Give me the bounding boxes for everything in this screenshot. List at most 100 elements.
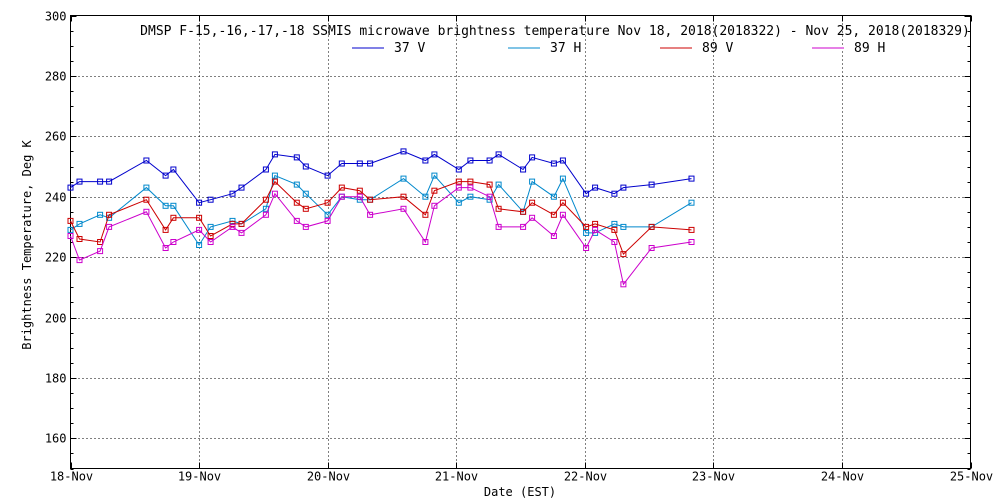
- data-point: [422, 211, 429, 218]
- data-point: [76, 236, 83, 242]
- data-point: [207, 233, 214, 239]
- data-point: [367, 160, 374, 167]
- data-point: [67, 233, 74, 239]
- data-point: [76, 257, 83, 264]
- data-point: [529, 178, 536, 185]
- legend-item: 89 V: [660, 41, 733, 56]
- data-point: [455, 199, 462, 206]
- x-tick-label: 20-Nov: [307, 470, 350, 484]
- data-point: [262, 196, 269, 203]
- data-point: [76, 178, 83, 185]
- data-point: [400, 193, 407, 200]
- data-point: [688, 199, 695, 206]
- data-point: [262, 211, 269, 218]
- data-point: [688, 239, 695, 245]
- data-point: [495, 205, 502, 212]
- data-point: [611, 190, 618, 197]
- data-point: [422, 157, 429, 164]
- y-axis-title: Brightness Temperature, Deg K: [20, 139, 34, 349]
- data-point: [238, 184, 245, 191]
- data-point: [559, 211, 566, 218]
- data-point: [106, 211, 113, 218]
- data-point: [431, 187, 438, 194]
- data-point: [688, 226, 695, 233]
- data-point: [620, 251, 627, 258]
- series-37-h: [67, 172, 695, 248]
- x-tick-label: 25-Nov: [950, 470, 993, 484]
- data-point: [431, 202, 438, 209]
- data-series: [67, 148, 695, 288]
- data-point: [495, 151, 502, 158]
- data-point: [455, 184, 462, 191]
- data-point: [495, 223, 502, 230]
- data-point: [196, 226, 203, 233]
- data-point: [302, 190, 309, 197]
- data-point: [196, 242, 203, 248]
- data-point: [338, 184, 345, 191]
- data-point: [338, 160, 345, 167]
- data-point: [324, 172, 331, 179]
- data-point: [170, 214, 177, 221]
- series-37-v: [67, 148, 695, 206]
- y-tick-label: 280: [45, 70, 67, 84]
- data-point: [559, 175, 566, 182]
- series-line: [70, 174, 692, 246]
- y-tick-label: 220: [45, 251, 67, 265]
- data-point: [302, 205, 309, 212]
- data-point: [592, 226, 599, 233]
- legend-label: 89 H: [854, 41, 885, 56]
- data-point: [162, 226, 169, 233]
- legend-item: 89 H: [812, 41, 885, 56]
- data-point: [207, 223, 214, 230]
- data-point: [170, 202, 177, 209]
- data-point: [688, 175, 695, 182]
- x-axis-title: Date (EST): [484, 485, 556, 499]
- data-point: [97, 239, 104, 245]
- data-point: [196, 199, 203, 206]
- data-point: [431, 172, 438, 179]
- data-point: [529, 154, 536, 161]
- data-point: [367, 196, 374, 203]
- data-point: [302, 163, 309, 170]
- data-point: [550, 193, 557, 200]
- data-point: [302, 223, 309, 230]
- series-89-h: [67, 184, 695, 288]
- data-point: [486, 157, 493, 164]
- data-point: [486, 193, 493, 200]
- data-point: [356, 160, 363, 167]
- data-point: [271, 151, 278, 158]
- data-point: [97, 248, 104, 255]
- data-point: [324, 199, 331, 206]
- data-point: [271, 190, 278, 197]
- plot-frame: [70, 15, 971, 469]
- data-point: [162, 202, 169, 209]
- data-point: [162, 245, 169, 251]
- data-point: [455, 166, 462, 173]
- grid-lines: [70, 15, 971, 469]
- data-point: [467, 178, 474, 185]
- data-point: [467, 184, 474, 191]
- legend-label: 89 V: [702, 41, 733, 56]
- legend-label: 37 H: [550, 41, 581, 56]
- data-point: [170, 239, 177, 245]
- data-point: [620, 184, 627, 191]
- data-point: [293, 199, 300, 206]
- data-point: [529, 214, 536, 221]
- data-point: [143, 208, 150, 215]
- data-point: [338, 193, 345, 200]
- data-point: [550, 211, 557, 218]
- data-point: [97, 178, 104, 185]
- data-point: [455, 178, 462, 185]
- data-point: [207, 239, 214, 245]
- data-point: [106, 223, 113, 230]
- data-point: [356, 187, 363, 194]
- data-point: [520, 208, 527, 215]
- data-point: [97, 211, 104, 218]
- series-line: [70, 150, 692, 204]
- data-point: [583, 223, 590, 230]
- data-point: [400, 205, 407, 212]
- data-point: [238, 220, 245, 227]
- data-point: [400, 175, 407, 182]
- data-point: [648, 181, 655, 188]
- data-point: [422, 239, 429, 245]
